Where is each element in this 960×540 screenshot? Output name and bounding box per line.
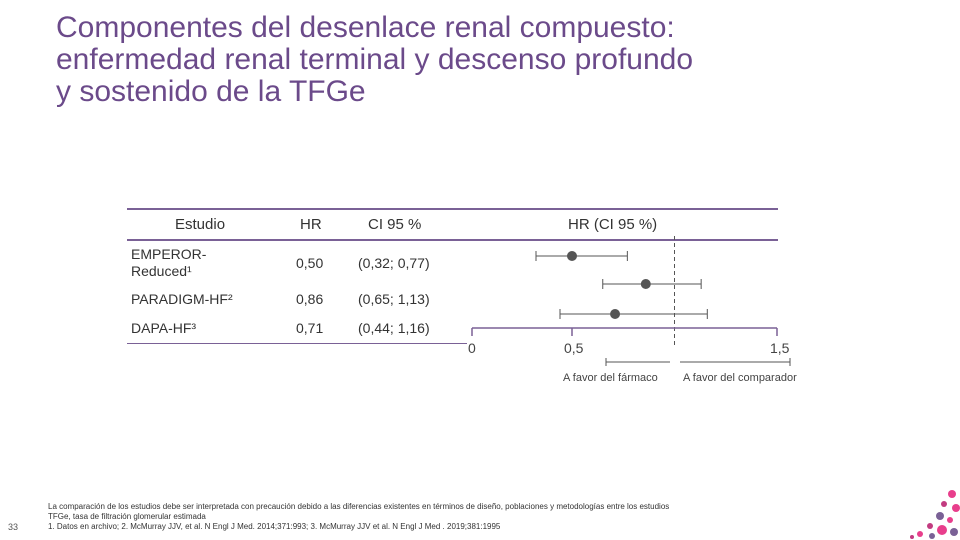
tick-label-1-5: 1,5: [770, 340, 790, 356]
title-line-1: Componentes del desenlace renal compuest…: [56, 11, 675, 44]
slide-title: Componentes del desenlace renal compuest…: [56, 12, 916, 108]
forest-plot: [440, 230, 800, 360]
header-plot: HR (CI 95 %): [568, 216, 658, 233]
page-number: 33: [8, 522, 19, 532]
row3-study: DAPA-HF³: [131, 320, 197, 336]
hr-point-2: [610, 309, 621, 319]
header-hr: HR: [300, 216, 322, 233]
forest-plot-svg: [440, 230, 778, 360]
row2-hr: 0,86: [296, 291, 324, 307]
row2-study: PARADIGM-HF²: [131, 291, 233, 307]
footnote-abbrev: TFGe, tasa de filtración glomerular esti…: [48, 512, 206, 521]
title-line-3: y sostenido de la TFGe: [56, 75, 366, 108]
row3-ci: (0,44; 1,16): [358, 320, 430, 336]
table-bottom-rule: [127, 343, 467, 344]
row1-study-line1: EMPEROR-: [131, 246, 207, 262]
title-line-2: enfermedad renal terminal y descenso pro…: [56, 43, 694, 76]
hr-point-0: [567, 251, 577, 261]
footnote-refs: 1. Datos en archivo; 2. McMurray JJV, et…: [48, 522, 501, 531]
row1-ci: (0,32; 0,77): [358, 255, 430, 271]
header-study: Estudio: [175, 216, 226, 233]
row2-ci: (0,65; 1,13): [358, 291, 430, 307]
row1-hr: 0,50: [296, 255, 324, 271]
table-top-rule: [127, 208, 778, 210]
hr-point-1: [640, 279, 651, 289]
footnote-disclaimer: La comparación de los estudios debe ser …: [48, 502, 670, 511]
header-ci: CI 95 %: [368, 216, 422, 233]
row1-study: EMPEROR- Reduced¹: [131, 246, 206, 280]
tick-label-0: 0: [468, 340, 476, 356]
spacer: [440, 230, 574, 360]
tick-label-0-5: 0,5: [564, 340, 584, 356]
favor-comparator-label: A favor del comparador: [683, 372, 797, 384]
row1-study-line2: Reduced¹: [131, 263, 192, 279]
favor-drug-label: A favor del fármaco: [563, 372, 658, 384]
decorative-dots-graphic: [910, 490, 960, 539]
row3-hr: 0,71: [296, 320, 324, 336]
table-header-rule: [127, 239, 778, 241]
